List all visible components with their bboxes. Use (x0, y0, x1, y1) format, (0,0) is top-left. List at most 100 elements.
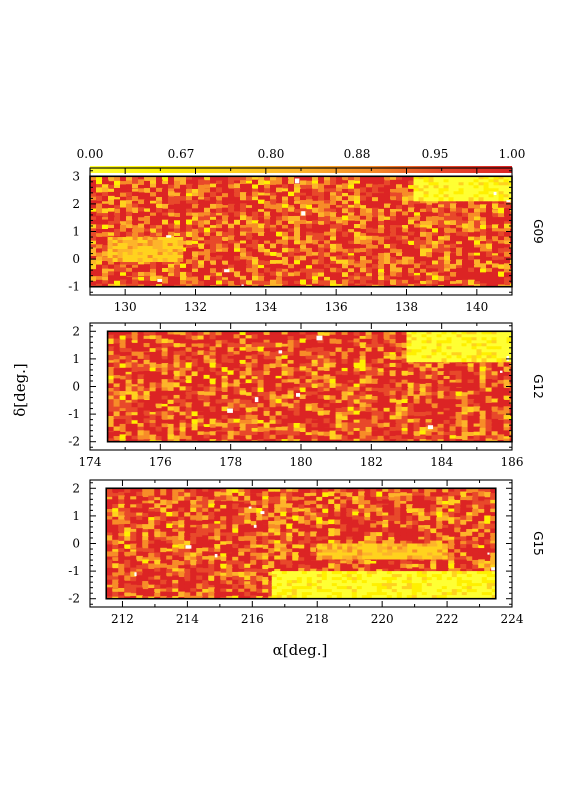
heatmap-cell (305, 359, 313, 364)
heatmap-cell (486, 358, 493, 363)
heatmap-cell (492, 281, 499, 287)
heatmap-cell (329, 423, 337, 429)
heatmap-cell (292, 488, 299, 494)
heatmap-cell (221, 439, 229, 442)
heatmap-cell (449, 426, 457, 435)
heatmap-cell (401, 434, 409, 440)
heatmap-cell (281, 398, 289, 405)
heatmap-cell (443, 423, 451, 428)
heatmap-cell (458, 179, 465, 184)
heatmap-cell (137, 374, 145, 383)
heatmap-cell (138, 217, 145, 222)
heatmap-cell (154, 491, 161, 498)
heatmap-cell (450, 276, 457, 283)
heatmap-cell (463, 185, 470, 190)
heatmap-cell (113, 368, 121, 373)
heatmap-cell (376, 488, 383, 494)
heatmap-cell (348, 268, 355, 274)
heatmap-cell (258, 195, 265, 200)
heatmap-cell (147, 246, 154, 251)
heatmap-cell (305, 423, 313, 431)
heatmap-cell (222, 207, 229, 213)
heatmap-cell (122, 258, 129, 263)
heatmap-cell (509, 439, 512, 442)
heatmap-cell (479, 427, 487, 433)
heatmap-cell (455, 420, 463, 426)
heatmap-cell (203, 391, 211, 399)
heatmap-cell (269, 407, 277, 413)
heatmap-cell (365, 435, 373, 442)
heatmap-cell (479, 382, 487, 392)
heatmap-cell (317, 426, 325, 432)
heatmap-cell (288, 191, 295, 200)
heatmap-cell (117, 240, 124, 245)
heatmap-cell (258, 255, 265, 263)
heatmap-cell (423, 197, 430, 202)
heatmap-cell (359, 342, 367, 350)
heatmap-cell (365, 426, 373, 435)
heatmap-cell (483, 179, 490, 184)
heatmap-cell (264, 193, 271, 198)
heatmap-cell (108, 207, 115, 213)
heatmap-cell (173, 367, 181, 374)
heatmap-cell (306, 184, 313, 190)
heatmap-cell (155, 440, 163, 442)
heatmap-cell (335, 335, 343, 342)
heatmap-cell (473, 182, 480, 187)
heatmap-cell (498, 256, 505, 262)
heatmap-cell (346, 508, 353, 516)
heatmap-cell (125, 439, 133, 442)
heatmap-cell (329, 414, 337, 421)
heatmap-cell (493, 176, 500, 181)
heatmap-cell (378, 248, 385, 254)
heatmap-cell (509, 410, 512, 421)
heatmap-cell (155, 403, 163, 411)
heatmap-cell (125, 386, 133, 395)
heatmap-cell (107, 255, 114, 260)
heatmap-cell (96, 233, 103, 241)
heatmap-cell (113, 362, 121, 372)
heatmap-cell (288, 251, 295, 260)
heatmap-cell (438, 247, 445, 252)
heatmap-cell (246, 275, 253, 285)
heatmap-cell (113, 395, 121, 401)
heatmap-cell (443, 191, 450, 196)
heatmap-cell (167, 419, 175, 425)
heatmap-cell (257, 411, 265, 420)
heatmap-cell (155, 382, 163, 391)
heatmap-cell (401, 403, 409, 411)
heatmap-cell (114, 199, 121, 208)
heatmap-cell (402, 248, 409, 255)
heatmap-cell (240, 264, 247, 269)
heatmap-cell (436, 334, 443, 339)
heatmap-cell (117, 243, 124, 248)
heatmap-cell (107, 399, 115, 409)
heatmap-cell (378, 236, 385, 241)
heatmap-cell (209, 439, 217, 442)
heatmap-cell (148, 511, 155, 521)
heatmap-cell (509, 407, 512, 413)
heatmap-cell (348, 184, 355, 191)
heatmap-cell (317, 351, 325, 358)
heatmap-cell (418, 179, 425, 184)
heatmap-cell (245, 395, 253, 401)
heatmap-cell (120, 215, 127, 226)
heatmap-cell (462, 276, 469, 282)
heatmap-cell (443, 378, 451, 387)
heatmap-cell (419, 422, 427, 431)
heatmap-cell (294, 284, 301, 287)
heatmap-cell (227, 423, 235, 433)
heatmap-cell (335, 402, 343, 412)
x-tick-label: 174 (79, 455, 102, 469)
heatmap-cell (418, 508, 425, 516)
heatmap-cell (317, 358, 325, 367)
heatmap-cell (414, 240, 421, 247)
heatmap-cell (419, 366, 427, 372)
heatmap-cell (275, 356, 283, 363)
heatmap-cell (389, 402, 397, 411)
heatmap-cell (167, 439, 175, 442)
heatmap-cell (222, 251, 229, 260)
heatmap-cell (251, 378, 259, 385)
heatmap-cell (221, 334, 229, 341)
heatmap-cell (426, 280, 433, 287)
